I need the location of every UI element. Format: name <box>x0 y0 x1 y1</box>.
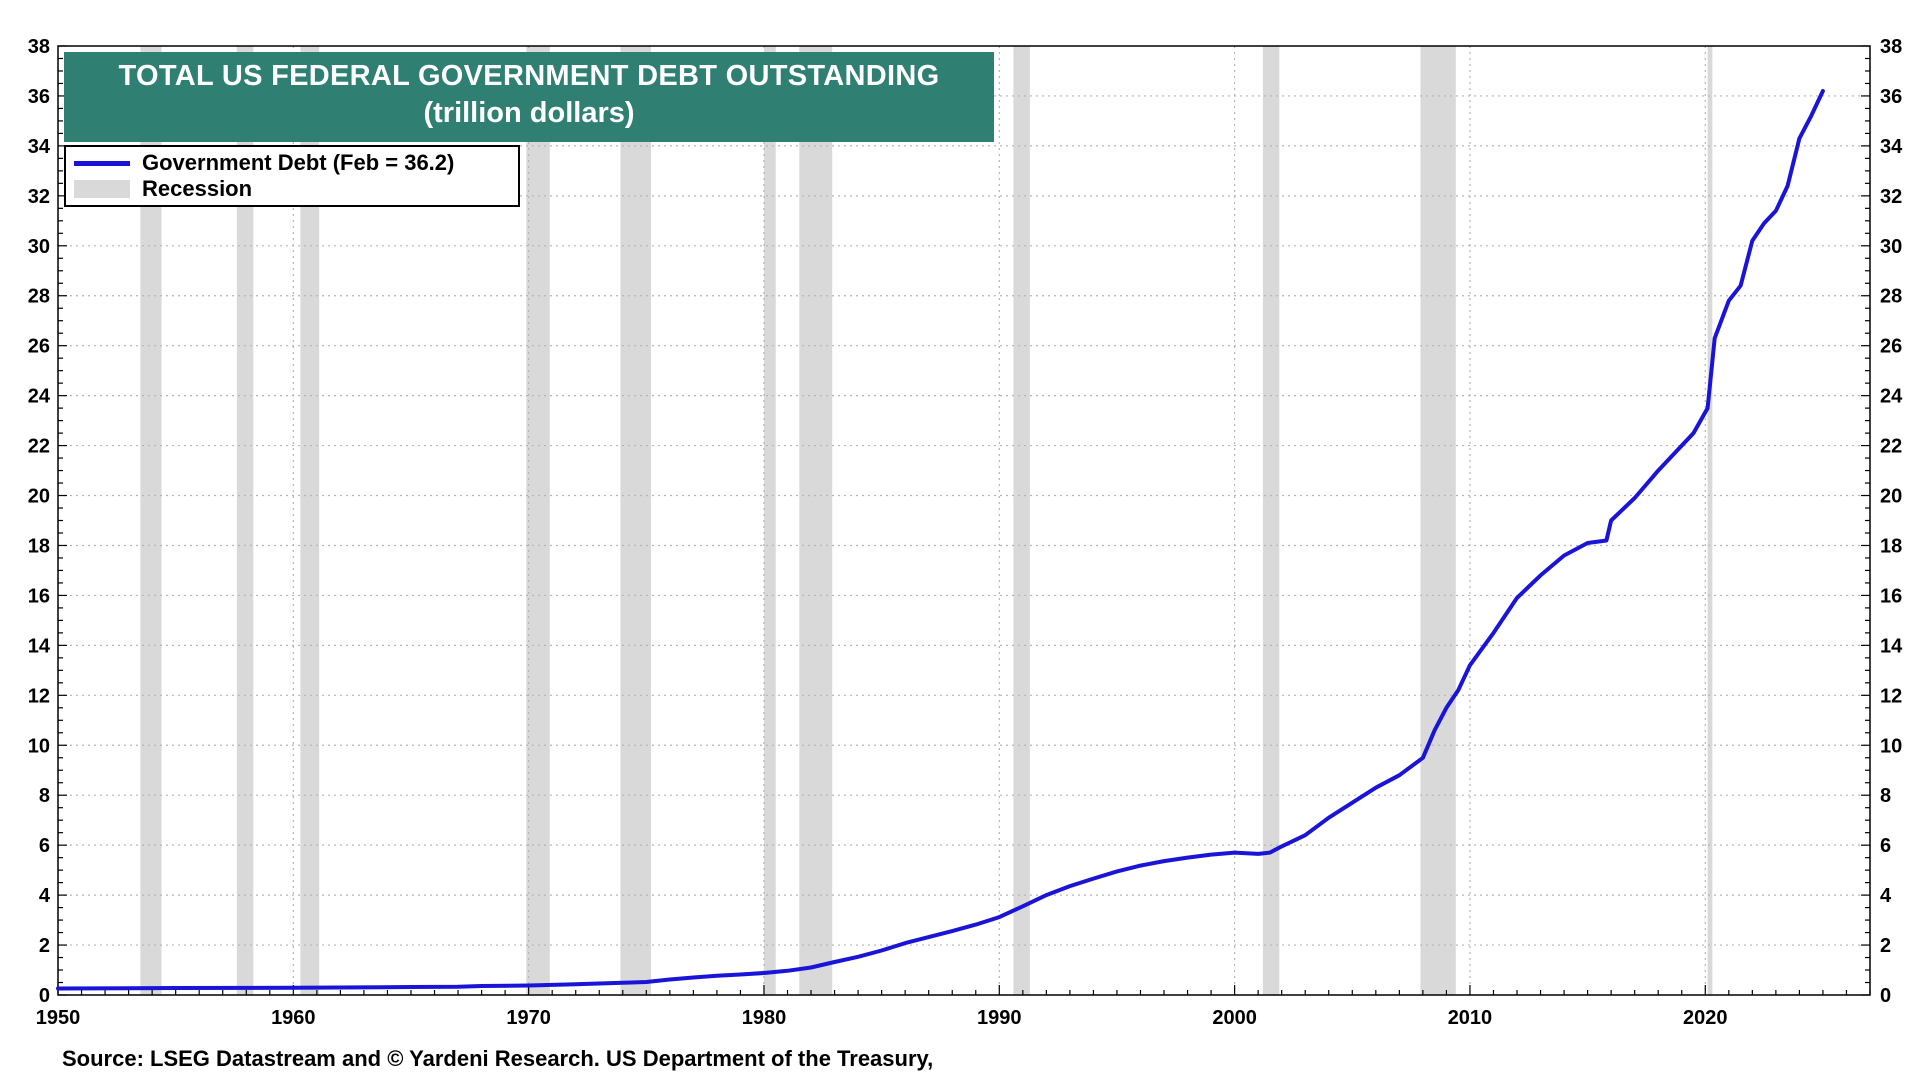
y-tick-label-left: 6 <box>39 835 50 857</box>
recession-band-2 <box>300 46 320 995</box>
legend-swatch-line <box>74 160 130 166</box>
x-tick-label: 1990 <box>977 1007 1022 1029</box>
recession-band-6 <box>799 46 833 995</box>
recession-band-4 <box>620 46 652 995</box>
legend-swatch-band <box>74 180 130 198</box>
y-tick-label-right: 32 <box>1880 186 1902 208</box>
y-tick-label-left: 12 <box>28 685 50 707</box>
x-tick-label: 1980 <box>742 1007 787 1029</box>
y-tick-label-left: 14 <box>28 635 51 657</box>
y-tick-label-left: 34 <box>28 136 51 158</box>
recession-band-0 <box>140 46 162 995</box>
y-tick-label-right: 2 <box>1880 935 1891 957</box>
legend-item-recession: Recession <box>74 176 518 202</box>
y-tick-label-left: 18 <box>28 535 50 557</box>
chart-title-box: TOTAL US FEDERAL GOVERNMENT DEBT OUTSTAN… <box>64 52 994 142</box>
y-tick-label-right: 36 <box>1880 86 1902 108</box>
x-tick-label: 2010 <box>1448 1007 1493 1029</box>
recession-band-5 <box>763 46 776 995</box>
y-tick-label-right: 26 <box>1880 336 1902 358</box>
y-tick-label-left: 22 <box>28 436 50 458</box>
chart-title: TOTAL US FEDERAL GOVERNMENT DEBT OUTSTAN… <box>118 60 940 92</box>
y-tick-label-right: 12 <box>1880 685 1902 707</box>
x-tick-label: 1960 <box>271 1007 316 1029</box>
y-tick-label-right: 18 <box>1880 535 1902 557</box>
recession-bands <box>140 46 1713 995</box>
legend-label-recession: Recession <box>142 176 253 201</box>
chart-subtitle: (trillion dollars) <box>423 97 635 129</box>
y-tick-label-left: 28 <box>28 286 50 308</box>
y-tick-label-left: 20 <box>28 486 50 508</box>
source-note: Source: LSEG Datastream and © Yardeni Re… <box>62 1046 934 1071</box>
recession-band-7 <box>1013 46 1030 995</box>
series-line-0 <box>56 89 1825 991</box>
y-tick-label-right: 22 <box>1880 436 1902 458</box>
y-tick-label-right: 16 <box>1880 585 1902 607</box>
y-tick-label-left: 36 <box>28 86 50 108</box>
y-tick-label-right: 20 <box>1880 486 1902 508</box>
y-tick-label-right: 38 <box>1880 36 1902 58</box>
recession-band-3 <box>526 46 550 995</box>
y-tick-label-right: 28 <box>1880 286 1902 308</box>
y-tick-label-right: 24 <box>1880 386 1903 408</box>
y-tick-label-left: 24 <box>28 386 51 408</box>
x-tick-label: 2020 <box>1683 1007 1728 1029</box>
y-tick-label-left: 16 <box>28 585 50 607</box>
y-tick-label-left: 2 <box>39 935 50 957</box>
y-tick-label-right: 10 <box>1880 735 1902 757</box>
axis-ticks <box>57 45 1871 996</box>
x-tick-label: 2000 <box>1212 1007 1257 1029</box>
y-tick-label-right: 30 <box>1880 236 1902 258</box>
y-tick-label-left: 10 <box>28 735 50 757</box>
y-tick-label-left: 30 <box>28 236 50 258</box>
recession-band-10 <box>1707 46 1713 995</box>
y-tick-label-left: 26 <box>28 336 50 358</box>
y-tick-label-left: 4 <box>39 885 51 907</box>
legend-label-debt: Government Debt (Feb = 36.2) <box>142 150 455 175</box>
recession-band-8 <box>1262 46 1280 995</box>
y-tick-label-right: 8 <box>1880 785 1891 807</box>
y-tick-label-right: 34 <box>1880 136 1903 158</box>
x-tick-label: 1970 <box>506 1007 551 1029</box>
y-tick-label-right: 4 <box>1880 885 1892 907</box>
y-tick-label-left: 8 <box>39 785 50 807</box>
y-tick-label-right: 14 <box>1880 635 1903 657</box>
x-tick-label: 1950 <box>36 1007 81 1029</box>
recession-band-1 <box>236 46 254 995</box>
recession-band-9 <box>1420 46 1456 995</box>
y-tick-label-left: 38 <box>28 36 50 58</box>
y-tick-label-left: 0 <box>39 985 50 1007</box>
y-tick-label-left: 32 <box>28 186 50 208</box>
series-lines <box>56 89 1825 991</box>
y-tick-label-right: 0 <box>1880 985 1891 1007</box>
legend-item-debt: Government Debt (Feb = 36.2) <box>74 150 518 176</box>
y-tick-label-right: 6 <box>1880 835 1891 857</box>
legend: Government Debt (Feb = 36.2) Recession <box>64 145 520 207</box>
